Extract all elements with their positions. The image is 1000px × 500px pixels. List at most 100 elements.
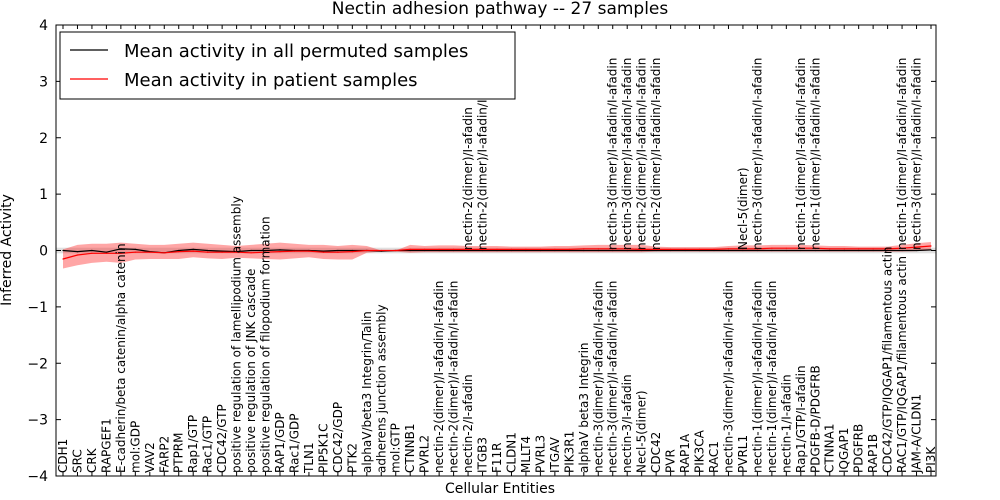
permuted-point xyxy=(424,249,426,252)
x-category-label: PVRL3 xyxy=(533,435,547,473)
patient-point xyxy=(481,248,484,250)
permuted-point xyxy=(105,251,107,253)
patient-point xyxy=(713,248,715,250)
patient-point xyxy=(525,248,527,250)
permuted-point xyxy=(279,249,281,251)
x-category-label: Rac1/GDP xyxy=(288,414,302,473)
x-category-label: CLDN1 xyxy=(505,432,519,473)
permuted-point xyxy=(192,248,194,250)
y-tick-label: −3 xyxy=(27,413,48,429)
x-category-label: RAP1/GDP xyxy=(273,412,287,473)
patient-point xyxy=(684,248,686,250)
x-category-label: RAC1 xyxy=(707,441,721,473)
patient-point xyxy=(814,247,816,249)
x-category-label: Necl-5(dimer) xyxy=(635,390,649,473)
x-category-label: nectin-1(dimer)/I-afadin/I-afadin xyxy=(750,281,764,473)
permuted-point xyxy=(134,248,136,250)
patient-point xyxy=(698,248,701,250)
permuted-point xyxy=(612,249,614,252)
x-category-label: PIP5K1C xyxy=(316,423,330,473)
x-axis-label: Cellular Entities xyxy=(445,481,555,497)
patient-point xyxy=(872,248,874,250)
permuted-point xyxy=(727,249,730,252)
patient-point xyxy=(670,248,672,250)
patient-point xyxy=(62,258,64,260)
x-category-label: nectin-3/I-afadin xyxy=(620,374,634,473)
patient-point xyxy=(337,251,339,253)
patient-point xyxy=(207,251,209,253)
x-category-label: IQGAP1 xyxy=(837,428,851,473)
permuted-point xyxy=(554,249,556,252)
x-category-label: nectin-3(dimer)/I-afadin/I-afadin xyxy=(606,281,620,473)
patient-point xyxy=(887,248,889,250)
x-category-label: PIK3R1 xyxy=(562,431,576,473)
permuted-point xyxy=(641,249,643,252)
patient-point xyxy=(424,248,426,250)
patient-point xyxy=(134,251,136,253)
x-category-label: JAM-A/CLDN1 xyxy=(910,394,924,474)
patient-point xyxy=(380,249,382,252)
patient-point xyxy=(409,248,411,250)
x-category-label: RAP1A xyxy=(678,433,692,473)
permuted-point xyxy=(351,249,353,252)
x-category-label: SRC xyxy=(71,449,85,473)
patient-point xyxy=(510,248,513,250)
y-tick-label: 1 xyxy=(39,187,48,203)
patient-point xyxy=(901,247,903,249)
patient-point xyxy=(583,248,585,250)
permuted-point xyxy=(264,249,267,252)
permuted-point xyxy=(713,249,715,252)
permuted-point xyxy=(785,249,787,252)
legend-label-patient: Mean activity in patient samples xyxy=(124,70,418,91)
y-tick-label: 2 xyxy=(39,131,48,147)
x-category-label-upper: nectin-2(dimer)/I-afadin/I-afadin xyxy=(476,58,490,250)
permuted-point xyxy=(438,249,440,252)
y-tick-label: 4 xyxy=(39,18,48,34)
x-category-label: CDC42/GTP/IQGAP1/filamentous actin xyxy=(881,247,895,473)
permuted-point xyxy=(510,249,513,252)
patient-point xyxy=(539,248,542,250)
legend: Mean activity in all permuted samples Me… xyxy=(59,31,516,100)
permuted-point xyxy=(250,249,252,252)
patient-point xyxy=(293,250,296,252)
x-category-label: F11R xyxy=(490,442,504,473)
x-category-label: TLN1 xyxy=(302,442,316,474)
patient-point xyxy=(655,248,657,250)
patient-point xyxy=(742,248,744,250)
x-category-label-upper: nectin-1(dimer)/I-afadin/I-afadin xyxy=(895,58,909,250)
permuted-point xyxy=(684,249,686,252)
patient-point xyxy=(467,248,469,250)
x-category-label: CDC42/GTP xyxy=(215,404,229,473)
patient-point xyxy=(149,251,151,253)
patient-point xyxy=(800,247,802,249)
x-category-label: nectin-3(dimer)/I-afadin/I-afadin xyxy=(722,281,736,473)
x-category-label: alphaV/beta3 Integrin/Talin xyxy=(360,311,374,473)
x-category-label: PVR xyxy=(664,449,678,473)
y-tick-label: −4 xyxy=(27,469,48,485)
x-category-label: PTPRM xyxy=(172,433,186,474)
x-category-label-upper: Necl-5(dimer) xyxy=(736,167,750,250)
permuted-point xyxy=(583,249,585,252)
patient-point xyxy=(612,248,614,250)
x-category-label: positive regulation of lamellipodium ass… xyxy=(230,196,244,473)
x-category-label: PTK2 xyxy=(345,443,359,473)
y-axis-label: Inferred Activity xyxy=(0,194,15,306)
permuted-point xyxy=(655,249,657,252)
x-category-label: CDC42 xyxy=(649,432,663,473)
patient-point xyxy=(915,246,918,248)
patient-point xyxy=(351,251,353,253)
x-category-label: CRK xyxy=(85,447,99,473)
x-category-label: PDGFB-D/PDGFRB xyxy=(808,365,822,473)
patient-point xyxy=(496,248,498,250)
patient-point xyxy=(843,248,845,250)
permuted-point xyxy=(409,249,411,252)
x-category-label: positive regulation of filopodium format… xyxy=(259,216,273,473)
patient-point xyxy=(91,252,93,254)
y-tick-label: 3 xyxy=(39,74,48,90)
x-category-label: VAV2 xyxy=(143,442,157,473)
patient-point xyxy=(641,248,643,250)
x-category-label: PVRL1 xyxy=(736,435,750,473)
patient-point xyxy=(756,248,759,250)
x-category-label: E-cadherin/beta catenin/alpha catenin xyxy=(114,243,128,473)
